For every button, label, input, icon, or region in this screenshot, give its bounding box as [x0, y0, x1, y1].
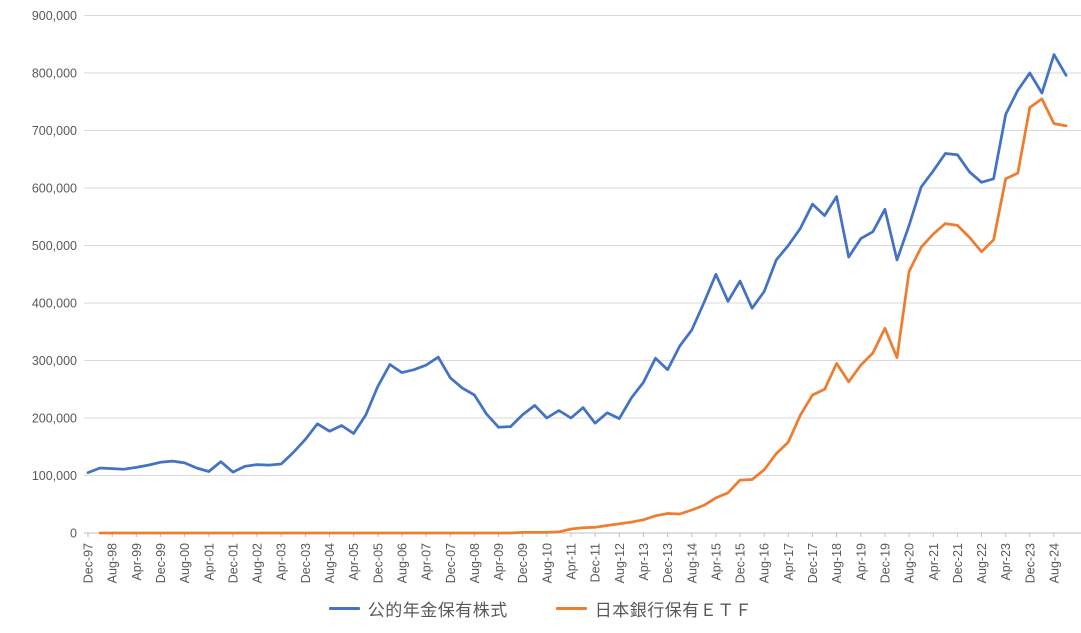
y-axis-tick-label: 500,000	[32, 239, 77, 253]
x-axis-tick-label: Dec-15	[734, 543, 748, 583]
y-axis-tick-label: 300,000	[32, 354, 77, 368]
x-axis-tick-label: Apr-13	[637, 543, 651, 581]
x-axis-tick-label: Dec-17	[806, 543, 820, 583]
x-axis-tick-label: Apr-23	[999, 543, 1013, 581]
x-axis-tick-label: Aug-14	[685, 543, 699, 583]
x-axis-tick-label: Dec-97	[82, 543, 96, 583]
x-axis-tick-label: Dec-07	[444, 543, 458, 583]
legend-label-boj-etf: 日本銀行保有ＥＴＦ	[594, 600, 753, 620]
x-axis-tick-label: Apr-99	[130, 543, 144, 581]
x-axis-tick-label: Apr-07	[420, 543, 434, 581]
y-axis-tick-label: 0	[70, 527, 77, 541]
x-axis-tick-label: Dec-13	[661, 543, 675, 583]
legend: 公的年金保有株式 日本銀行保有ＥＴＦ	[0, 592, 1081, 624]
y-axis-tick-label: 200,000	[32, 412, 77, 426]
series-line-1	[98, 97, 1068, 535]
x-axis-tick-label: Aug-08	[468, 543, 482, 583]
x-axis-tick-label: Apr-21	[927, 543, 941, 581]
x-axis-tick-label: Dec-23	[1023, 543, 1037, 583]
x-axis-tick-label: Apr-11	[565, 543, 579, 580]
x-axis-tick-label: Apr-05	[347, 543, 361, 581]
y-axis-tick-label: 700,000	[32, 124, 77, 138]
x-axis-tick-label: Aug-98	[106, 543, 120, 583]
x-axis-tick-label: Apr-15	[709, 543, 723, 581]
legend-item-public-pension: 公的年金保有株式	[328, 596, 508, 621]
x-axis-tick-label: Apr-09	[492, 543, 506, 581]
y-axis-tick-label: 600,000	[32, 182, 77, 196]
y-axis-tick-label: 100,000	[32, 469, 77, 483]
legend-item-boj-etf: 日本銀行保有ＥＴＦ	[555, 596, 753, 621]
x-axis-tick-label: Apr-19	[854, 543, 868, 581]
x-axis-tick-label: Aug-18	[830, 543, 844, 583]
x-axis-tick-label: Dec-21	[951, 543, 965, 583]
x-axis-tick-label: Dec-09	[516, 543, 530, 583]
y-axis-tick-label: 900,000	[32, 9, 77, 23]
x-axis-tick-label: Dec-99	[154, 543, 168, 583]
x-axis-tick-label: Aug-24	[1048, 543, 1062, 583]
x-axis-tick-label: Aug-12	[613, 543, 627, 583]
x-axis-tick-label: Aug-00	[178, 543, 192, 583]
x-axis-tick-label: Apr-03	[275, 543, 289, 581]
x-axis-tick-label: Dec-05	[371, 543, 385, 583]
x-axis-tick-label: Apr-17	[782, 543, 796, 581]
x-axis-tick-label: Aug-06	[395, 543, 409, 583]
x-axis-tick-label: Aug-02	[251, 543, 265, 583]
x-axis-tick-label: Aug-22	[975, 543, 989, 583]
x-axis-tick-label: Dec-01	[226, 543, 240, 583]
x-axis-tick-label: Aug-10	[540, 543, 554, 583]
x-axis-tick-label: Aug-20	[903, 543, 917, 583]
legend-line-swatch-orange	[555, 606, 587, 610]
legend-line-swatch-blue	[328, 606, 360, 610]
y-axis-tick-label: 800,000	[32, 67, 77, 81]
x-axis-tick-label: Dec-19	[878, 543, 892, 583]
x-axis-tick-label: Aug-16	[758, 543, 772, 583]
x-axis-tick-label: Dec-11	[589, 543, 603, 582]
x-axis-tick-label: Dec-03	[299, 543, 313, 583]
series-line-0	[86, 53, 1068, 474]
x-axis-tick-label: Aug-04	[323, 543, 337, 583]
y-axis-tick-label: 400,000	[32, 297, 77, 311]
x-axis-tick-label: Apr-01	[202, 543, 216, 581]
legend-label-public-pension: 公的年金保有株式	[367, 600, 508, 620]
